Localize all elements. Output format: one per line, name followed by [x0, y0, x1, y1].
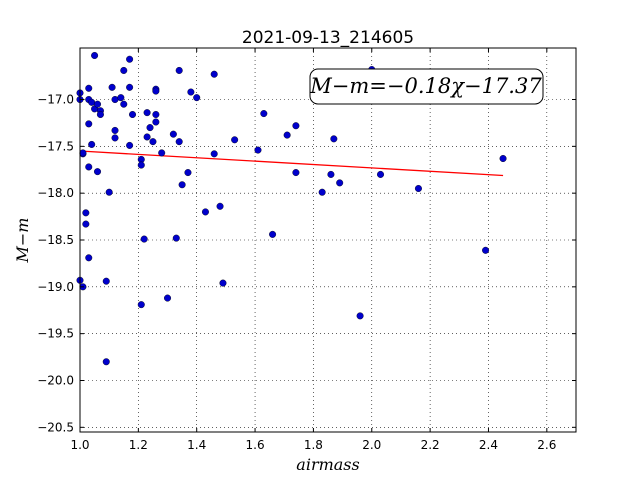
x-tick-label: 2.4 — [479, 438, 498, 452]
data-point — [137, 161, 145, 169]
data-point — [120, 66, 128, 74]
x-tick-label: 1.6 — [246, 438, 265, 452]
data-point — [88, 98, 96, 106]
chart-title: 2021-09-13_214605 — [242, 28, 414, 48]
data-point — [356, 312, 364, 320]
data-point — [85, 254, 93, 262]
data-point — [129, 110, 137, 118]
data-point — [143, 133, 151, 141]
x-axis-label: airmass — [296, 455, 359, 474]
data-point — [111, 126, 119, 134]
data-point — [292, 169, 300, 177]
data-point — [111, 134, 119, 142]
data-point — [330, 135, 338, 143]
data-point — [143, 109, 151, 117]
data-point — [126, 83, 134, 91]
data-point — [126, 141, 134, 149]
annotation-box: M−m=−0.18χ−17.37 — [309, 68, 544, 105]
data-point — [269, 230, 277, 238]
data-point — [120, 100, 128, 108]
data-point — [210, 70, 218, 78]
data-point — [94, 100, 102, 108]
data-point — [499, 155, 507, 163]
y-tick-label: −19.5 — [37, 327, 74, 341]
data-point — [482, 246, 490, 254]
y-tick-labels: −17.0 −17.5 −18.0 −18.5 −19.0 −19.5 −20.0 −20.5 — [37, 93, 74, 435]
data-point — [96, 110, 104, 118]
data-point — [178, 181, 186, 189]
data-point — [164, 294, 172, 302]
data-point — [254, 146, 262, 154]
x-tick-label: 1.4 — [187, 438, 206, 452]
data-point — [201, 208, 209, 216]
fit-equation: M−m=−0.18χ−17.37 — [309, 74, 542, 98]
data-point — [414, 184, 422, 192]
data-point — [88, 140, 96, 148]
data-point — [172, 234, 180, 242]
data-point — [152, 118, 160, 126]
data-point — [146, 124, 154, 132]
data-point — [193, 94, 201, 102]
data-point — [149, 138, 157, 146]
y-tick-label: −20.5 — [37, 420, 74, 434]
data-point — [117, 94, 125, 102]
y-tick-label: −20.0 — [37, 373, 74, 387]
data-point — [175, 66, 183, 74]
data-point — [105, 188, 113, 196]
y-tick-label: −17.5 — [37, 139, 74, 153]
data-point — [292, 122, 300, 130]
data-point — [184, 169, 192, 177]
data-point — [82, 209, 90, 217]
ticks — [79, 48, 576, 432]
data-point — [91, 51, 99, 59]
data-point — [137, 301, 145, 309]
y-tick-label: −17.0 — [37, 93, 74, 107]
data-point — [140, 235, 148, 243]
data-point — [85, 84, 93, 92]
data-point — [102, 358, 110, 366]
grid — [79, 48, 576, 432]
data-point — [336, 179, 344, 187]
data-point — [318, 188, 326, 196]
data-point — [175, 138, 183, 146]
data-point — [231, 136, 239, 144]
data-point — [108, 83, 116, 91]
y-tick-label: −18.5 — [37, 233, 74, 247]
data-point — [152, 87, 160, 95]
x-tick-label: 1.0 — [70, 438, 89, 452]
y-tick-label: −18.0 — [37, 186, 74, 200]
x-tick-labels: 1.0 1.2 1.4 1.6 1.8 2.0 2.2 2.4 2.6 — [70, 438, 556, 452]
data-point — [126, 55, 134, 63]
data-point — [283, 131, 291, 139]
fit-line — [79, 150, 504, 177]
x-tick-label: 1.2 — [129, 438, 148, 452]
data-point — [85, 120, 93, 128]
data-points — [76, 51, 507, 366]
data-point — [158, 149, 166, 157]
x-tick-label: 2.6 — [537, 438, 556, 452]
data-point — [82, 220, 90, 228]
x-tick-label: 1.8 — [304, 438, 323, 452]
x-tick-label: 2.0 — [362, 438, 381, 452]
y-tick-label: −19.0 — [37, 280, 74, 294]
data-point — [216, 202, 224, 210]
y-axis-label: M−m — [13, 218, 32, 264]
data-point — [85, 163, 93, 171]
data-point — [210, 150, 218, 158]
fit-line-segment — [79, 150, 504, 177]
data-point — [327, 170, 335, 178]
data-point — [169, 130, 177, 138]
data-point — [377, 170, 385, 178]
data-point — [219, 279, 227, 287]
data-point — [79, 149, 87, 157]
data-point — [187, 88, 195, 96]
x-tick-label: 2.2 — [421, 438, 440, 452]
data-point — [152, 110, 160, 118]
data-point — [111, 96, 119, 104]
data-point — [260, 110, 268, 118]
data-point — [94, 168, 102, 176]
data-point — [102, 277, 110, 285]
